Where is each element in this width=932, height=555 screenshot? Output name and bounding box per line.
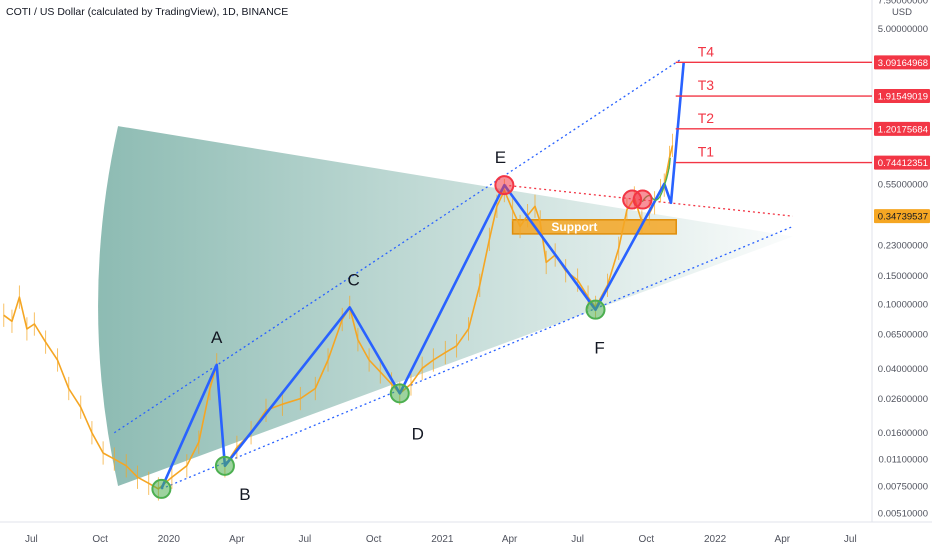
y-tick-label: 7.50000000 <box>878 0 928 7</box>
x-tick-label: Apr <box>229 534 245 545</box>
wave-path <box>160 62 685 490</box>
support-zone-label: Support <box>551 220 597 234</box>
support-zone <box>511 219 677 235</box>
y-tick-label: 0.55000000 <box>878 179 928 190</box>
price-axis-currency: USD <box>892 7 912 18</box>
target-label-t2: T2 <box>698 110 715 126</box>
y-tick-label: 0.02600000 <box>878 394 928 405</box>
target-label-t3: T3 <box>698 77 715 93</box>
target-price-badge-t2-bg <box>874 121 930 136</box>
y-tick-label: 0.10000000 <box>878 299 928 310</box>
x-tick-label: Oct <box>366 534 382 545</box>
y-tick-label: 0.23000000 <box>878 241 928 252</box>
pivot-circle <box>389 383 410 404</box>
y-tick-label: 0.01100000 <box>879 455 929 466</box>
target-price-badge-t3: 1.91549019 <box>878 92 928 103</box>
wave-label-f: F <box>594 339 604 358</box>
current-price-badge-bg <box>874 209 930 224</box>
x-tick-label: 2020 <box>158 534 181 545</box>
target-price-badge-t4-bg <box>874 55 930 70</box>
y-tick-label: 0.01600000 <box>878 428 928 439</box>
wave-label-b: B <box>239 485 250 504</box>
chart-title: COTI / US Dollar (calculated by TradingV… <box>6 6 289 18</box>
x-tick-label: Apr <box>502 534 518 545</box>
wave-label-a: A <box>211 328 223 347</box>
y-tick-label: 5.00000000 <box>878 24 928 35</box>
x-tick-label: 2021 <box>431 534 454 545</box>
x-tick-label: 2022 <box>704 534 727 545</box>
y-tick-label: 0.06500000 <box>878 330 928 341</box>
target-price-badge-t3-bg <box>874 89 930 104</box>
y-tick-label: 0.00510000 <box>878 509 928 520</box>
x-tick-label: Jul <box>25 534 38 545</box>
target-price-badge-t1: 0.74412351 <box>878 158 928 169</box>
target-price-badge-t2: 1.20175684 <box>878 124 928 135</box>
y-tick-label: 0.00750000 <box>878 482 928 493</box>
pivot-circle <box>494 175 515 196</box>
x-tick-label: Jul <box>571 534 584 545</box>
y-tick-label: 0.15000000 <box>878 271 928 282</box>
wave-label-c: C <box>348 270 360 289</box>
pivot-circle <box>214 455 235 476</box>
y-tick-label: 0.04000000 <box>878 364 928 375</box>
wave-label-e: E <box>495 148 506 167</box>
fan-zone <box>98 126 793 487</box>
x-tick-label: Jul <box>844 534 857 545</box>
x-tick-label: Oct <box>92 534 108 545</box>
target-label-t4: T4 <box>698 43 715 59</box>
target-price-badge-t1-bg <box>874 155 930 170</box>
pivot-circle <box>585 299 606 320</box>
wave-label-d: D <box>412 424 424 443</box>
target-price-badge-t4: 3.09164968 <box>878 58 928 69</box>
x-tick-label: Apr <box>775 534 791 545</box>
pivot-circle <box>632 189 653 210</box>
pivot-circle <box>151 478 172 499</box>
current-price-badge: 0.34739537 <box>878 212 928 223</box>
x-tick-label: Jul <box>298 534 311 545</box>
x-tick-label: Oct <box>639 534 655 545</box>
target-label-t1: T1 <box>698 144 715 160</box>
channel-lower-line <box>161 225 794 490</box>
